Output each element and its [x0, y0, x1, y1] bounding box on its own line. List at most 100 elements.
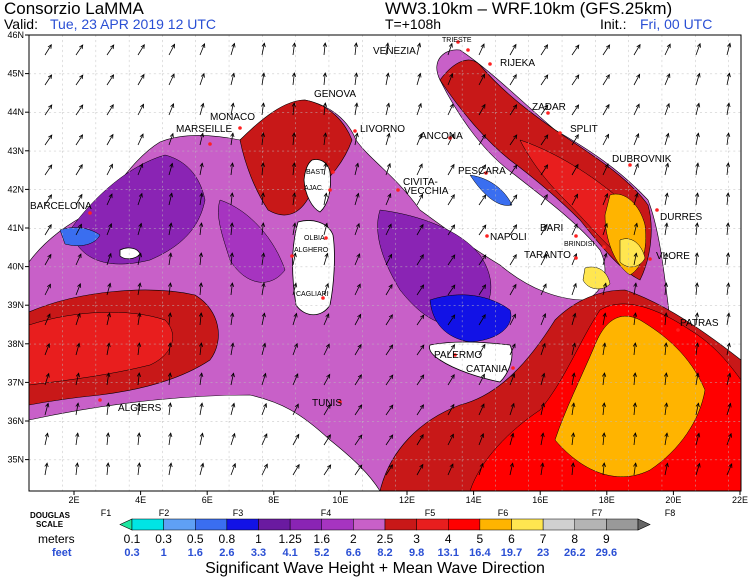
arrow-head — [326, 403, 331, 409]
arrow-head — [449, 433, 454, 439]
city-dot — [676, 328, 680, 332]
arrow-head — [572, 312, 577, 318]
header-title: Consorzio LaMMA — [4, 0, 144, 18]
lat-tick-label: 41N — [7, 223, 24, 233]
legend-swatch — [384, 518, 417, 531]
arrow-head — [481, 284, 487, 289]
arrow-head — [480, 43, 485, 49]
arrow-shaft — [137, 163, 143, 176]
arrow-head — [260, 222, 266, 227]
arrow-head — [725, 252, 731, 257]
arrow-shaft — [230, 463, 236, 476]
city-dot — [98, 398, 102, 402]
arrow-head — [356, 283, 361, 289]
arrow-shaft — [137, 193, 143, 206]
arrow-shaft — [137, 44, 145, 56]
arrow-head — [294, 403, 299, 409]
arrow-head — [292, 42, 297, 48]
arrow-shaft — [447, 224, 455, 236]
arrow-shaft — [416, 404, 424, 416]
arrow-head — [481, 164, 487, 169]
arrow-head — [513, 194, 518, 200]
city-label: VECCHIA — [404, 186, 449, 197]
arrow-shaft — [75, 253, 82, 266]
legend-swatch — [321, 518, 354, 531]
arrow-head — [75, 402, 80, 408]
arrow-head — [665, 132, 670, 138]
arrow-shaft — [199, 283, 202, 296]
lat-tick-label: 46N — [7, 30, 24, 40]
arrow-shaft — [416, 73, 421, 86]
arrow-head — [695, 402, 700, 408]
arrow-head — [78, 134, 84, 139]
legend-douglas-label: F6 — [498, 508, 509, 518]
arrow-shaft — [261, 193, 264, 206]
arrow-shaft — [540, 74, 549, 86]
arrow-shaft — [602, 163, 609, 176]
city-dot — [321, 296, 325, 300]
arrow-head — [603, 222, 608, 228]
arrow-head — [167, 312, 173, 317]
arrow-head — [322, 102, 328, 107]
legend-meter-label: 1.6 — [313, 532, 330, 546]
latitude-axis: 46N 45N 44N 43N 42N 41N 40N 39N 38N 37N 36N 35N — [7, 30, 29, 465]
arrow-head — [386, 162, 391, 168]
arrow-shaft — [416, 224, 424, 236]
arrow-shaft — [44, 44, 52, 56]
arrow-head — [199, 192, 204, 198]
arrow-shaft — [695, 283, 698, 296]
legend-title: Significant Wave Height + Mean Wave Dire… — [205, 560, 545, 577]
arrow-shaft — [478, 433, 484, 446]
legend-feet-value: 2.6 — [219, 547, 234, 559]
arrow-shaft — [385, 103, 390, 116]
wave-legend: DOUGLAS SCALE meters feet F1 F2 F3 F4 F5 F6 F7… — [30, 508, 675, 577]
arrow-head — [695, 342, 700, 348]
arrow-shaft — [137, 403, 140, 416]
lon-tick-label: 6E — [202, 495, 213, 505]
arrow-head — [634, 162, 639, 168]
arrow-shaft — [354, 434, 363, 446]
arrow-head — [169, 132, 174, 138]
arrow-shaft — [168, 373, 171, 386]
arrow-head — [481, 373, 485, 379]
arrow-head — [47, 44, 52, 49]
arrow-shaft — [602, 253, 607, 266]
city-label: GENOVA — [314, 89, 356, 100]
arrow-shaft — [137, 223, 142, 236]
arrow-shaft — [633, 343, 636, 356]
arrow-shaft — [602, 223, 608, 236]
arrow-shaft — [75, 194, 83, 206]
arrow-shaft — [44, 224, 52, 236]
arrow-head — [510, 402, 515, 408]
lon-tick-label: 12E — [399, 495, 415, 505]
city-dot — [655, 208, 659, 212]
arrow-shaft — [447, 164, 455, 176]
arrow-shaft — [509, 284, 517, 296]
arrow-shaft — [478, 134, 486, 146]
arrow-head — [324, 222, 329, 228]
lon-tick-label: 22E — [732, 495, 748, 505]
arrow-shaft — [540, 463, 544, 476]
arrow-head — [168, 222, 173, 228]
arrow-head — [727, 42, 732, 48]
arrow-shaft — [230, 343, 234, 356]
arrow-head — [388, 253, 393, 259]
arrow-head — [46, 313, 51, 319]
arrow-head — [726, 132, 731, 138]
arrow-shaft — [230, 133, 234, 146]
arrow-shaft — [478, 104, 486, 116]
arrow-head — [229, 222, 234, 227]
arrow-shaft — [695, 403, 699, 416]
arrow-shaft — [44, 373, 50, 386]
city-label: ALGHERO — [294, 247, 329, 254]
arrow-shaft — [168, 103, 174, 116]
arrow-shaft — [695, 373, 699, 386]
arrow-head — [229, 282, 235, 287]
arrow-shaft — [478, 194, 487, 206]
arrow-head — [632, 432, 638, 437]
legend-arrow-right — [637, 518, 651, 531]
city-label: LIVORNO — [360, 124, 405, 135]
arrow-shaft — [509, 254, 517, 266]
arrow-shaft — [571, 403, 575, 416]
arrow-head — [136, 462, 142, 468]
